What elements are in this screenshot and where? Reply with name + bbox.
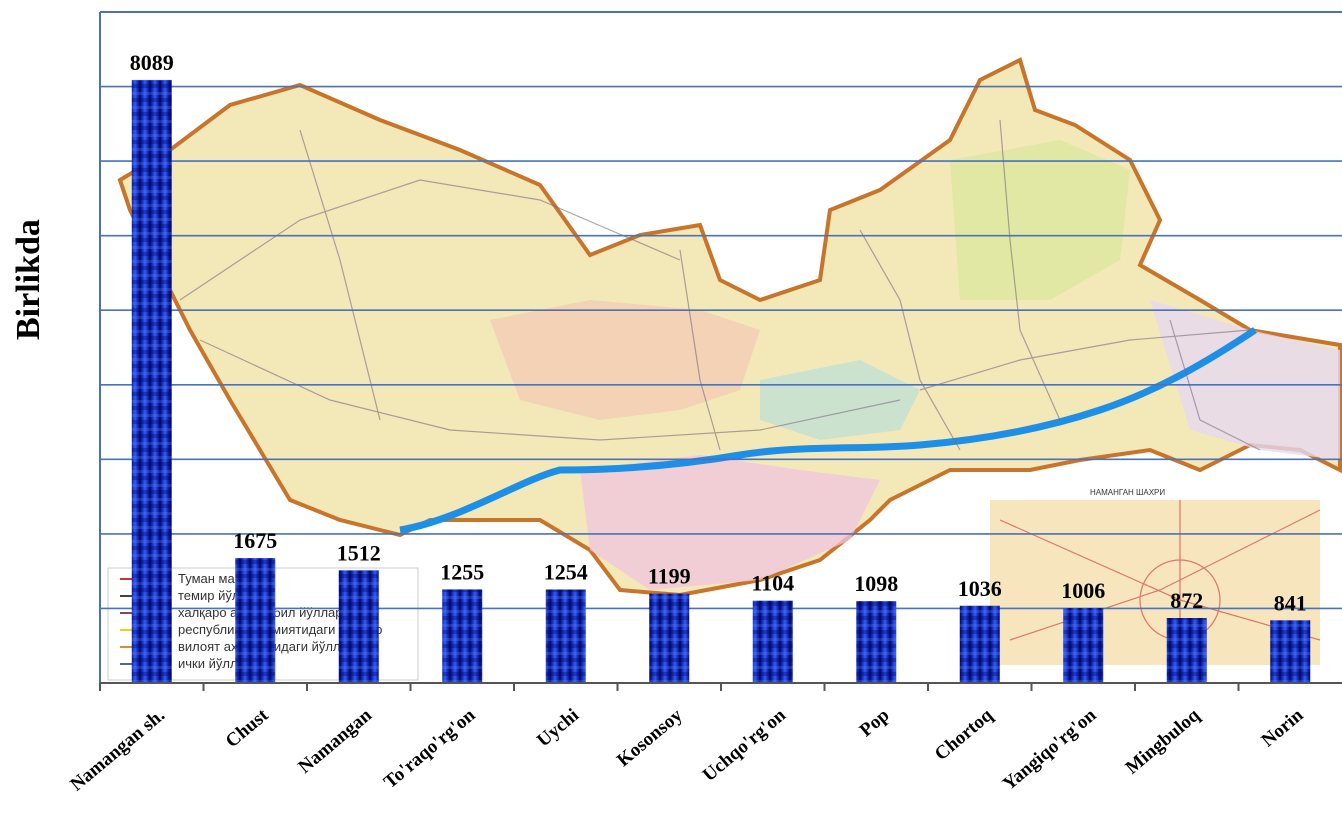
bar-value-label: 1255 [440,559,484,584]
x-tick-label: Kosonsoy [613,704,687,771]
map-legend-label: республика аҳамиятидаги йўллар [178,622,382,637]
bar-value-label: 1104 [751,571,794,596]
bar [856,601,897,683]
x-tick-label: Mingbuloq [1122,704,1205,778]
bar-value-label: 1254 [544,560,588,585]
x-tick-label: To'raqo'rg'on [380,704,480,793]
bar [545,589,586,683]
bar [959,605,1000,683]
bar [235,558,276,683]
x-tick-label: Norin [1258,704,1308,751]
x-tick-label: Namangan [295,704,377,777]
bar-value-label: 1036 [958,576,1002,601]
bar [442,589,483,683]
inset-title: НАМАНГАН ШАХРИ [1090,488,1165,497]
x-tick-label: Chortoq [931,704,997,764]
x-tick-label: Uychi [533,705,583,752]
bar-value-label: 1675 [233,528,277,553]
bar-value-label: 841 [1274,590,1307,615]
x-tick-label: Chust [222,704,273,752]
x-tick-label: Pop [856,705,894,741]
bar [1166,617,1207,683]
bar-value-label: 872 [1170,588,1203,613]
bar [338,570,379,683]
bar-value-label: 1199 [648,564,691,589]
x-tick-label: Uchqo'rg'on [699,704,790,786]
bar-value-label: 1512 [337,540,381,565]
x-tick-label: Namangan sh. [66,705,168,796]
bar [1063,607,1104,683]
bar-value-label: 1098 [854,571,898,596]
map-legend-label: темир йўл [178,588,239,603]
bar-value-label: 8089 [130,50,174,75]
bar [649,593,690,683]
bar [1270,620,1311,683]
y-axis-label: Birlikda [10,219,47,340]
bar [131,79,172,684]
map-legend-label: ички йўллар [178,656,252,671]
bar-value-label: 1006 [1061,578,1105,603]
x-tick-label: Yangiqo'rg'on [999,704,1101,794]
bar [752,600,793,683]
